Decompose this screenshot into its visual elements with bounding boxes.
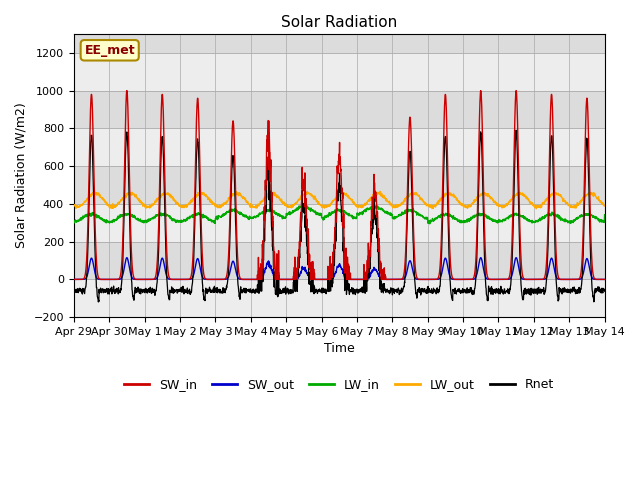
SW_out bbox=[569, 276, 577, 282]
LW_in bbox=[554, 215, 562, 220]
LW_out bbox=[355, 205, 362, 211]
SW_in bbox=[554, 273, 562, 278]
Bar bbox=[74, 128, 605, 166]
Bar bbox=[74, 279, 605, 317]
LW_in bbox=[426, 221, 434, 227]
Line: SW_out: SW_out bbox=[74, 258, 605, 279]
Bar bbox=[74, 53, 605, 91]
LW_out bbox=[532, 206, 540, 212]
SW_out bbox=[493, 276, 501, 282]
Line: Rnet: Rnet bbox=[74, 130, 605, 302]
SW_out bbox=[601, 276, 609, 282]
LW_in bbox=[569, 218, 577, 224]
Legend: SW_in, SW_out, LW_in, LW_out, Rnet: SW_in, SW_out, LW_in, LW_out, Rnet bbox=[119, 373, 559, 396]
Rnet bbox=[601, 288, 609, 294]
LW_in bbox=[218, 214, 226, 219]
Line: LW_in: LW_in bbox=[74, 205, 605, 224]
LW_out bbox=[601, 203, 609, 208]
SW_out bbox=[123, 255, 131, 261]
LW_in bbox=[355, 212, 362, 217]
Bar bbox=[74, 204, 605, 241]
X-axis label: Time: Time bbox=[324, 342, 355, 356]
Rnet bbox=[569, 288, 577, 293]
SW_out bbox=[366, 274, 374, 280]
Title: Solar Radiation: Solar Radiation bbox=[281, 15, 397, 30]
LW_out bbox=[569, 205, 577, 211]
Rnet bbox=[493, 289, 501, 295]
Rnet bbox=[512, 127, 520, 133]
Rnet bbox=[355, 289, 362, 295]
SW_out bbox=[554, 276, 562, 282]
Rnet bbox=[70, 290, 77, 296]
SW_in bbox=[70, 276, 77, 282]
SW_in bbox=[366, 253, 374, 259]
LW_out bbox=[366, 196, 374, 202]
Line: LW_out: LW_out bbox=[74, 192, 605, 209]
SW_in bbox=[569, 276, 577, 282]
LW_out bbox=[70, 203, 77, 209]
Rnet bbox=[554, 298, 562, 304]
LW_in bbox=[366, 206, 374, 212]
LW_in bbox=[601, 212, 609, 217]
SW_in bbox=[123, 88, 131, 94]
LW_out bbox=[554, 191, 562, 196]
SW_in bbox=[218, 276, 226, 282]
Text: EE_met: EE_met bbox=[84, 44, 135, 57]
LW_out bbox=[218, 203, 226, 208]
SW_in bbox=[355, 276, 362, 282]
SW_out bbox=[218, 276, 226, 282]
LW_out bbox=[493, 201, 501, 207]
Rnet bbox=[95, 299, 102, 305]
SW_in bbox=[601, 276, 609, 282]
SW_in bbox=[493, 276, 501, 282]
LW_in bbox=[494, 218, 502, 224]
SW_out bbox=[355, 276, 362, 282]
Y-axis label: Solar Radiation (W/m2): Solar Radiation (W/m2) bbox=[15, 103, 28, 249]
LW_out bbox=[376, 189, 384, 194]
Rnet bbox=[366, 266, 374, 272]
Line: SW_in: SW_in bbox=[74, 91, 605, 279]
LW_in bbox=[70, 219, 77, 225]
Rnet bbox=[218, 289, 226, 295]
SW_out bbox=[70, 276, 77, 282]
LW_in bbox=[371, 203, 379, 208]
